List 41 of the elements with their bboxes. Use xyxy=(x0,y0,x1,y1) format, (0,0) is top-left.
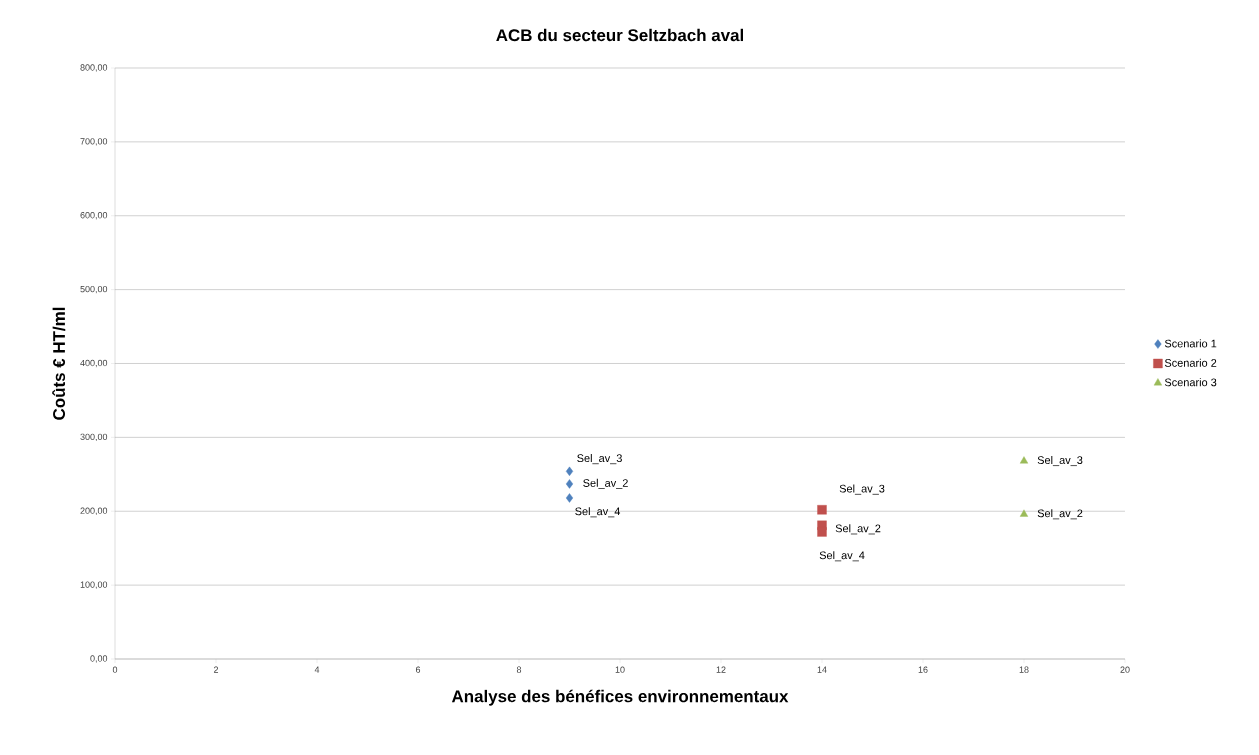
x-tick-label: 12 xyxy=(716,666,726,673)
x-tick-label: 10 xyxy=(615,666,625,673)
legend-label: Scenario 2 xyxy=(1164,358,1217,367)
y-tick-label: 600,00 xyxy=(80,212,108,220)
y-tick-label: 200,00 xyxy=(80,507,108,515)
annotation: Sel_av_2 xyxy=(835,524,881,535)
y-tick-label: 100,00 xyxy=(80,581,108,589)
y-tick-label: 700,00 xyxy=(80,138,108,146)
annotation: Sel_av_2 xyxy=(583,478,628,489)
x-axis-title: Analyse des bénéfices environnementaux xyxy=(451,689,789,706)
x-tick-label: 0 xyxy=(112,666,118,673)
x-tick-label: 2 xyxy=(213,666,219,673)
y-tick-label: 300,00 xyxy=(80,433,108,442)
x-tick-label: 4 xyxy=(314,666,320,673)
y-axis-title: Coûts € HT/ml xyxy=(52,307,66,420)
point xyxy=(1019,456,1029,464)
annotation: Sel_av_3 xyxy=(577,454,622,465)
annotation: Sel_av_4 xyxy=(819,551,865,562)
point xyxy=(817,505,827,515)
legend-label: Scenario 3 xyxy=(1164,378,1217,387)
point xyxy=(565,493,574,503)
point xyxy=(565,466,574,477)
x-tick-label: 20 xyxy=(1120,666,1130,673)
legend-label: Scenario 1 xyxy=(1164,339,1217,348)
point xyxy=(565,479,574,489)
y-tick-label: 500,00 xyxy=(80,285,108,294)
y-tick-label: 400,00 xyxy=(80,359,108,368)
x-tick-label: 14 xyxy=(817,666,827,673)
chart-title: ACB du secteur Seltzbach aval xyxy=(496,28,744,42)
y-tick-label: 0,00 xyxy=(90,655,108,663)
annotation: Sel_av_4 xyxy=(575,507,621,518)
x-tick-label: 18 xyxy=(1019,666,1029,673)
annotation: Sel_av_3 xyxy=(839,484,885,495)
point xyxy=(817,527,827,537)
x-tick-label: 8 xyxy=(516,666,522,673)
y-tick-label: 800,00 xyxy=(80,64,108,72)
x-tick-label: 6 xyxy=(415,666,421,673)
point xyxy=(1019,509,1029,517)
annotation: Sel_av_3 xyxy=(1037,455,1083,467)
x-tick-label: 16 xyxy=(918,666,928,673)
annotation: Sel_av_2 xyxy=(1037,509,1083,520)
